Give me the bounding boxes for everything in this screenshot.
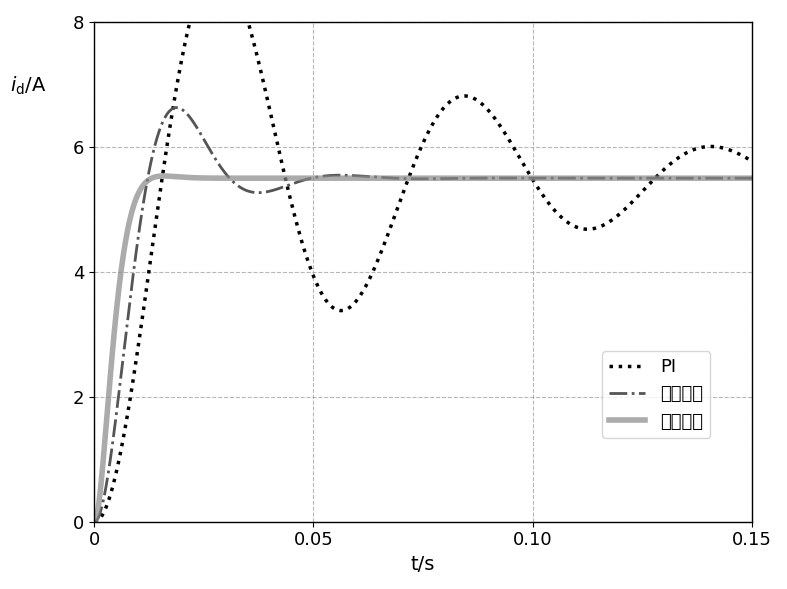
Y-axis label: $i_{\mathrm{d}}$/A: $i_{\mathrm{d}}$/A — [10, 75, 46, 97]
高阶滑模 — [679, 174, 689, 181]
X-axis label: t/s: t/s — [411, 555, 435, 574]
线性滑模 — [748, 174, 757, 181]
Line: 高阶滑模: 高阶滑模 — [94, 176, 752, 522]
PI — [661, 164, 671, 171]
高阶滑模 — [738, 174, 748, 181]
PI — [679, 151, 689, 158]
高阶滑模 — [661, 174, 671, 181]
高阶滑模 — [746, 174, 756, 181]
线性滑模 — [746, 174, 756, 181]
高阶滑模 — [159, 173, 168, 180]
线性滑模 — [386, 174, 395, 181]
PI — [746, 157, 756, 164]
Line: 线性滑模: 线性滑模 — [94, 108, 752, 522]
线性滑模 — [172, 104, 181, 111]
线性滑模 — [509, 174, 519, 181]
线性滑模 — [738, 174, 748, 181]
PI — [509, 145, 519, 152]
线性滑模 — [90, 518, 99, 525]
高阶滑模 — [748, 174, 757, 181]
Line: PI: PI — [94, 0, 752, 522]
PI — [748, 158, 757, 165]
线性滑模 — [661, 174, 671, 181]
线性滑模 — [679, 174, 689, 181]
PI — [386, 225, 395, 232]
高阶滑模 — [90, 518, 99, 525]
高阶滑模 — [509, 174, 519, 181]
PI — [738, 153, 748, 160]
PI — [90, 518, 99, 525]
Legend: PI, 线性滑模, 高阶滑模: PI, 线性滑模, 高阶滑模 — [602, 351, 710, 438]
高阶滑模 — [386, 174, 395, 181]
